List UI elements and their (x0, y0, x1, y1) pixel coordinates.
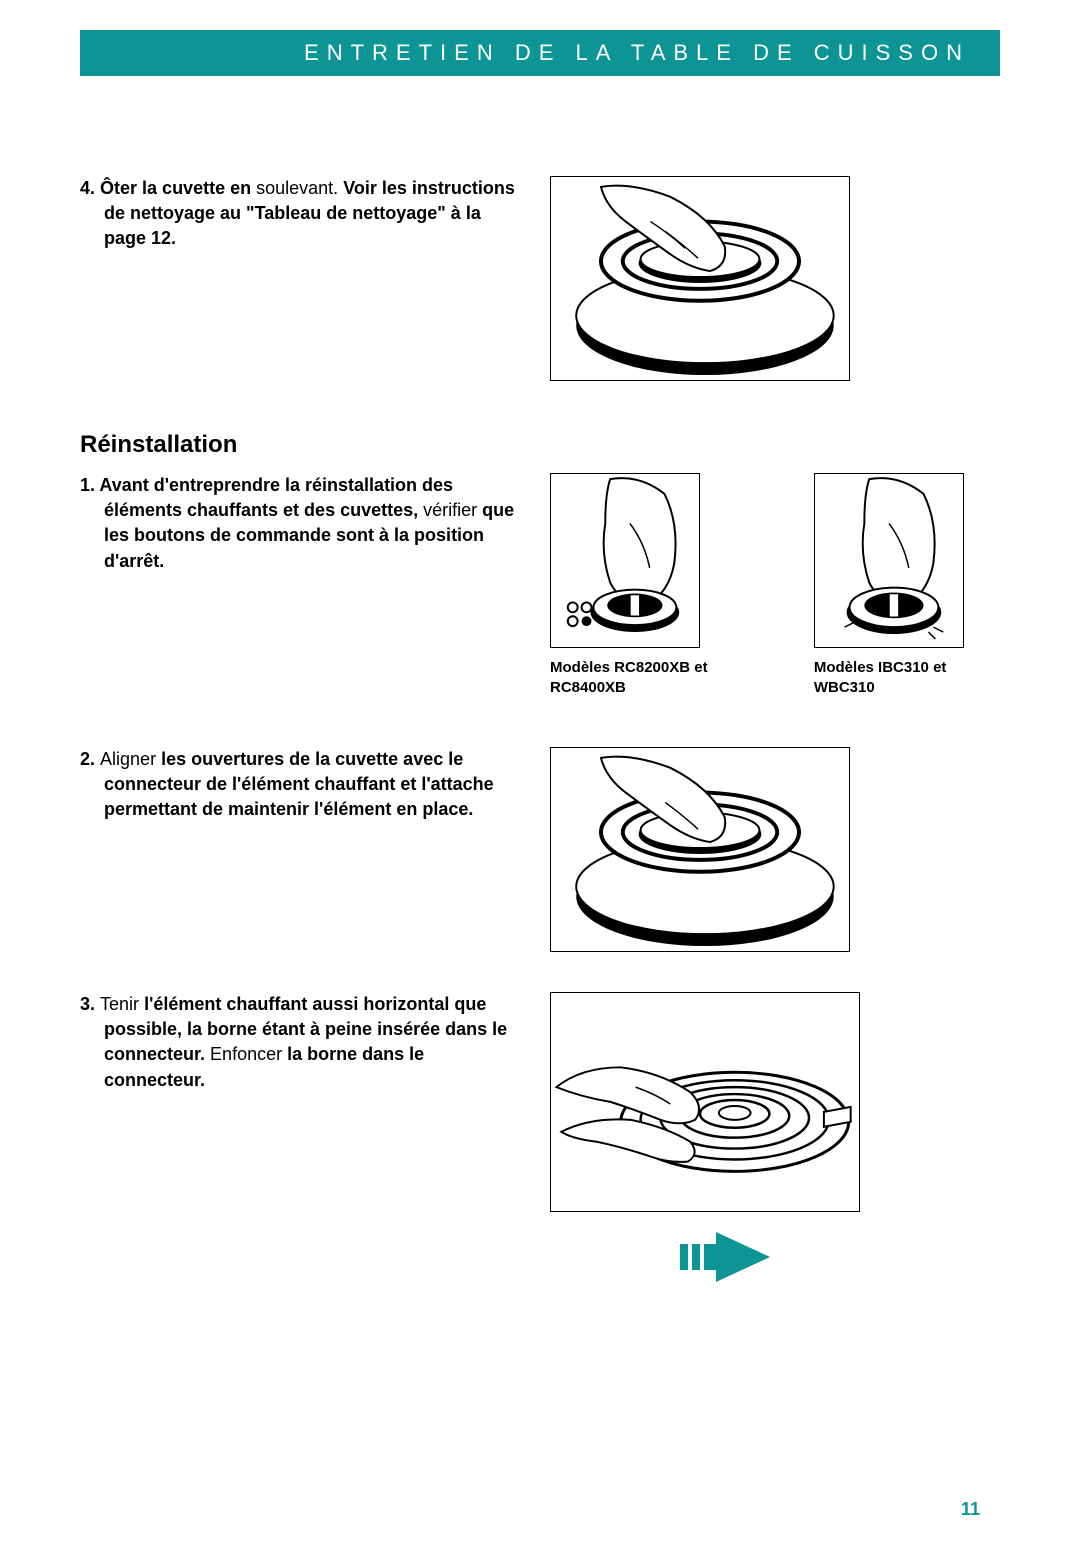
step-1-text: 1. Avant d'entreprendre la réinstallatio… (80, 473, 520, 574)
step-4-bold-a: Ôter la cuvette en (100, 178, 251, 198)
step-4-light-a: soulevant. (256, 178, 338, 198)
step-2-bold-a: les ouvertures de la cuvette avec le con… (104, 749, 494, 819)
page-number: 11 (961, 1499, 980, 1520)
step-4-figure (550, 176, 850, 381)
figure-1a-caption: Modèles RC8200XB et RC8400XB (550, 658, 774, 697)
knob-off-illustration-b (814, 473, 964, 648)
drip-bowl-lift-illustration (550, 176, 850, 381)
step-1-bold-a: Avant d'entreprendre la réinstallation d… (99, 475, 453, 520)
step-3-num: 3. (80, 994, 95, 1014)
figure-1b-caption: Modèles IBC310 et WBC310 (814, 658, 1000, 697)
step-2-row: 2. Aligner les ouvertures de la cuvette … (80, 747, 1000, 952)
step-1-num: 1. (80, 475, 95, 495)
step-1-figure-a: Modèles RC8200XB et RC8400XB (550, 473, 774, 697)
step-3-light-a: Tenir (100, 994, 139, 1014)
step-3-figure (550, 992, 860, 1282)
step-2-num: 2. (80, 749, 95, 769)
step-4-num: 4. (80, 178, 95, 198)
step-4-paragraph: 4. Ôter la cuvette en soulevant. Voir le… (80, 176, 520, 252)
step-1-figure-b: Modèles IBC310 et WBC310 (814, 473, 1000, 697)
header-title: ENTRETIEN DE LA TABLE DE CUISSON (304, 40, 970, 65)
step-3-text: 3. Tenir l'élément chauffant aussi horiz… (80, 992, 520, 1093)
continue-arrow-icon (680, 1232, 770, 1282)
reinstallation-heading: Réinstallation (80, 431, 1000, 459)
step-1-image-col: Modèles RC8200XB et RC8400XB Modèles IBC… (550, 473, 1000, 697)
step-2-text: 2. Aligner les ouvertures de la cuvette … (80, 747, 520, 823)
step-2-figure (550, 747, 850, 952)
step-1-row: 1. Avant d'entreprendre la réinstallatio… (80, 473, 1000, 697)
step-1-light-a: vérifier (423, 500, 477, 520)
step-3-row: 3. Tenir l'élément chauffant aussi horiz… (80, 992, 1000, 1282)
step-4-image-col (550, 176, 1000, 381)
step-1-paragraph: 1. Avant d'entreprendre la réinstallatio… (80, 473, 520, 574)
step-3-image-col (550, 992, 1000, 1282)
knob-off-illustration-a (550, 473, 700, 648)
step-3-paragraph: 3. Tenir l'élément chauffant aussi horiz… (80, 992, 520, 1093)
step-2-paragraph: 2. Aligner les ouvertures de la cuvette … (80, 747, 520, 823)
step-3-light-b: Enfoncer (210, 1044, 282, 1064)
step-4-row: 4. Ôter la cuvette en soulevant. Voir le… (80, 176, 1000, 381)
element-insert-illustration (550, 992, 860, 1212)
section-header: ENTRETIEN DE LA TABLE DE CUISSON (80, 30, 1000, 76)
step-2-light-a: Aligner (100, 749, 156, 769)
step-2-image-col (550, 747, 1000, 952)
drip-bowl-align-illustration (550, 747, 850, 952)
step-4-text: 4. Ôter la cuvette en soulevant. Voir le… (80, 176, 520, 252)
